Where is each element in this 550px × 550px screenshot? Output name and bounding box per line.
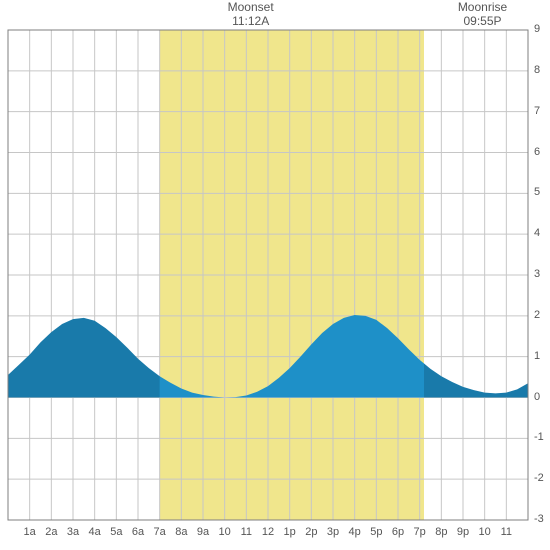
x-tick-label: 11	[241, 526, 252, 538]
x-tick-label: 8p	[435, 526, 447, 538]
x-tick-label: 2p	[305, 526, 317, 538]
moonset-title: Moonset	[221, 0, 281, 14]
x-tick-label: 5p	[370, 526, 382, 538]
moonrise-time: 09:55P	[453, 14, 513, 28]
x-tick-label: 11	[501, 526, 512, 538]
x-tick-label: 4a	[89, 526, 101, 538]
moonrise-title: Moonrise	[453, 0, 513, 14]
y-tick-label: -3	[534, 513, 544, 525]
moonset-label: Moonset 11:12A	[221, 0, 281, 29]
y-tick-label: 5	[534, 186, 540, 198]
x-tick-label: 6p	[392, 526, 404, 538]
x-tick-label: 1a	[24, 526, 36, 538]
x-tick-label: 2a	[45, 526, 57, 538]
x-tick-label: 3a	[67, 526, 79, 538]
x-tick-label: 7a	[154, 526, 166, 538]
y-tick-label: 3	[534, 268, 540, 280]
x-tick-label: 5a	[110, 526, 122, 538]
x-tick-label: 10	[479, 526, 491, 538]
y-tick-label: 2	[534, 309, 540, 321]
x-tick-label: 6a	[132, 526, 144, 538]
moonset-time: 11:12A	[221, 14, 281, 28]
x-tick-label: 10	[219, 526, 231, 538]
y-tick-label: 0	[534, 391, 540, 403]
moonrise-label: Moonrise 09:55P	[453, 0, 513, 29]
tide-chart: Moonset 11:12A Moonrise 09:55P -3-2-1012…	[0, 0, 550, 550]
y-tick-label: 6	[534, 146, 540, 158]
x-tick-label: 8a	[175, 526, 187, 538]
y-tick-label: 7	[534, 105, 540, 117]
y-tick-label: 9	[534, 23, 540, 35]
x-tick-label: 12	[262, 526, 274, 538]
chart-svg	[0, 0, 550, 550]
x-tick-label: 9a	[197, 526, 209, 538]
y-tick-label: -2	[534, 472, 544, 484]
x-tick-label: 9p	[457, 526, 469, 538]
y-tick-label: -1	[534, 431, 544, 443]
y-tick-label: 8	[534, 64, 540, 76]
x-tick-label: 1p	[284, 526, 296, 538]
x-tick-label: 7p	[414, 526, 426, 538]
x-tick-label: 4p	[349, 526, 361, 538]
x-tick-label: 3p	[327, 526, 339, 538]
y-tick-label: 1	[534, 350, 540, 362]
y-tick-label: 4	[534, 227, 540, 239]
